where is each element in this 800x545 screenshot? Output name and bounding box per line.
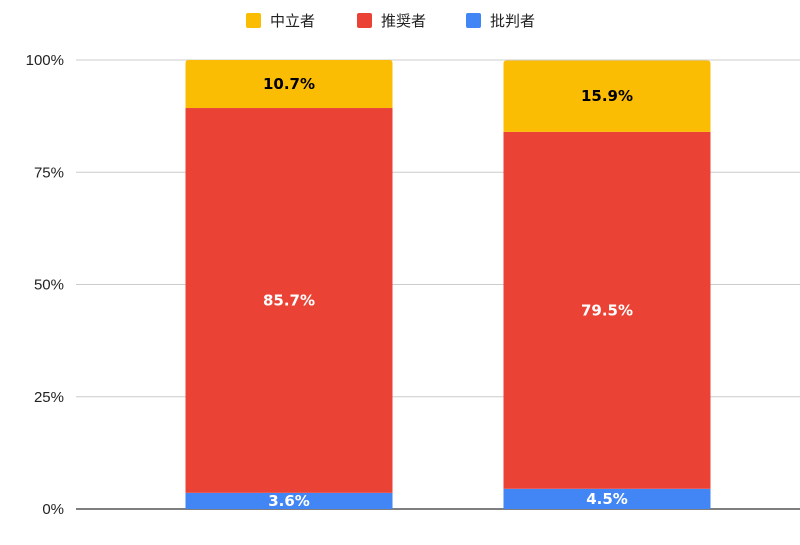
data-label: 3.6% [268, 492, 310, 510]
legend-swatch [357, 13, 372, 28]
data-label: 79.5% [581, 301, 633, 319]
legend[interactable]: 中立者 推奨者 批判者 [246, 12, 535, 30]
bar-segment[interactable] [185, 108, 393, 493]
y-tick-label: 75% [34, 164, 64, 181]
data-label: 85.7% [263, 291, 315, 309]
y-tick-label: 50% [34, 277, 64, 294]
legend-item[interactable]: 推奨者 [357, 12, 426, 30]
legend-item[interactable]: 中立者 [246, 12, 315, 30]
legend-item[interactable]: 批判者 [466, 12, 535, 30]
y-axis: 0% 25% 50% 75% 100% [26, 52, 64, 518]
legend-swatch [246, 13, 261, 28]
bar-segment[interactable] [185, 60, 393, 109]
data-label: 10.7% [263, 75, 315, 93]
bar-segment[interactable] [503, 488, 711, 509]
y-tick-label: 25% [34, 389, 64, 406]
y-tick-label: 0% [42, 501, 64, 518]
data-labels: 3.6% 85.7% 10.7% 4.5% 79.5% 15.9% [263, 75, 633, 510]
legend-swatch [466, 13, 481, 28]
legend-label: 批判者 [490, 12, 535, 30]
y-tick-label: 100% [26, 52, 64, 69]
bar-segment[interactable] [503, 131, 711, 489]
bars [185, 60, 711, 509]
legend-label: 推奨者 [381, 12, 426, 30]
data-label: 15.9% [581, 87, 633, 105]
bar-segment[interactable] [185, 492, 393, 509]
bar-segment[interactable] [503, 60, 711, 132]
legend-label: 中立者 [270, 12, 315, 30]
data-label: 4.5% [586, 490, 628, 508]
